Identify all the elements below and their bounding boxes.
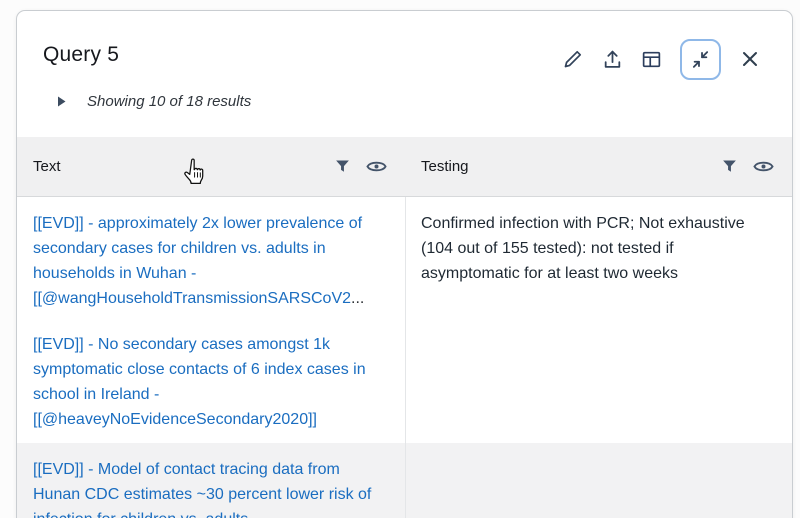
collapse-button[interactable]: [680, 38, 721, 80]
results-summary: Showing 10 of 18 results: [87, 93, 252, 110]
table-row: [[EVD]] - approximately 2x lower prevale…: [17, 197, 792, 318]
query-results-panel: Query 5: [16, 10, 793, 518]
evidence-link[interactable]: [[EVD]] - No secondary cases amongst 1k …: [33, 336, 366, 428]
table-icon: [641, 49, 662, 70]
table-row: [[EVD]] - Model of contact tracing data …: [17, 443, 792, 518]
panel-toolbar: [561, 37, 762, 81]
table-body: [[EVD]] - approximately 2x lower prevale…: [17, 197, 792, 518]
evidence-link[interactable]: [[EVD]] - approximately 2x lower prevale…: [33, 215, 363, 307]
testing-cell: Confirmed infection with PCR; Not exhaus…: [421, 215, 745, 282]
column-header-testing[interactable]: Testing: [405, 137, 792, 196]
testing-cell: [405, 318, 792, 443]
column-divider: [405, 197, 406, 518]
upload-icon: [602, 49, 623, 70]
text-cell: [[EVD]] - No secondary cases amongst 1k …: [17, 318, 405, 443]
table-header-row: Text Testing: [17, 137, 792, 197]
table-view-button[interactable]: [639, 47, 663, 71]
text-cell: [[EVD]] - Model of contact tracing data …: [17, 443, 405, 518]
text-cell: [[EVD]] - approximately 2x lower prevale…: [17, 197, 405, 318]
filter-icon[interactable]: [334, 158, 351, 175]
eye-icon[interactable]: [366, 159, 387, 174]
page-title: Query 5: [43, 43, 120, 66]
table-row: [[EVD]] - No secondary cases amongst 1k …: [17, 318, 792, 443]
close-button[interactable]: [738, 47, 762, 71]
results-disclosure: Showing 10 of 18 results: [57, 93, 251, 110]
column-label: Testing: [421, 158, 469, 175]
column-header-text[interactable]: Text: [17, 137, 405, 196]
pencil-icon: [563, 49, 583, 69]
edit-button[interactable]: [561, 47, 585, 71]
testing-cell: [405, 443, 792, 518]
filter-icon[interactable]: [721, 158, 738, 175]
eye-icon[interactable]: [753, 159, 774, 174]
truncation-ellipsis: ...: [351, 290, 365, 307]
export-button[interactable]: [600, 47, 624, 71]
results-table: Text Testing: [17, 137, 792, 518]
evidence-link[interactable]: [[EVD]] - Model of contact tracing data …: [33, 461, 372, 518]
close-icon: [741, 50, 759, 68]
disclosure-triangle-icon[interactable]: [57, 96, 66, 107]
collapse-arrows-icon: [691, 50, 710, 69]
column-label: Text: [33, 158, 61, 175]
